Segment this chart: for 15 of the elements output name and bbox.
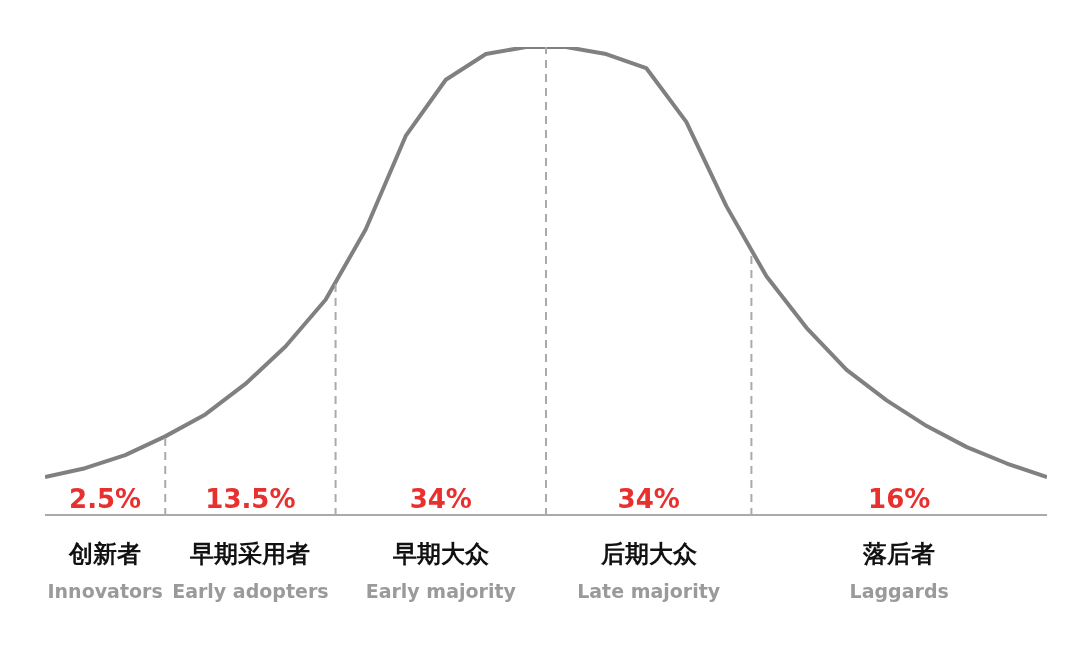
text: 后期大众	[599, 539, 698, 570]
text: 落后者	[862, 539, 937, 570]
annotation: 13.5%	[204, 484, 297, 514]
annotation: 34%	[616, 484, 681, 514]
text: 早期采用者	[189, 539, 312, 570]
annotation: 2.5%	[68, 484, 143, 514]
text: Early majority	[364, 580, 517, 602]
text: Laggards	[848, 580, 950, 602]
annotation: 16%	[867, 484, 932, 514]
text: 早期大众	[391, 539, 490, 570]
text: Early adopters	[172, 580, 329, 602]
annotation: 34%	[408, 484, 473, 514]
text: 创新者	[69, 540, 142, 568]
text: Innovators	[47, 580, 163, 602]
text: Late majority	[576, 580, 722, 602]
